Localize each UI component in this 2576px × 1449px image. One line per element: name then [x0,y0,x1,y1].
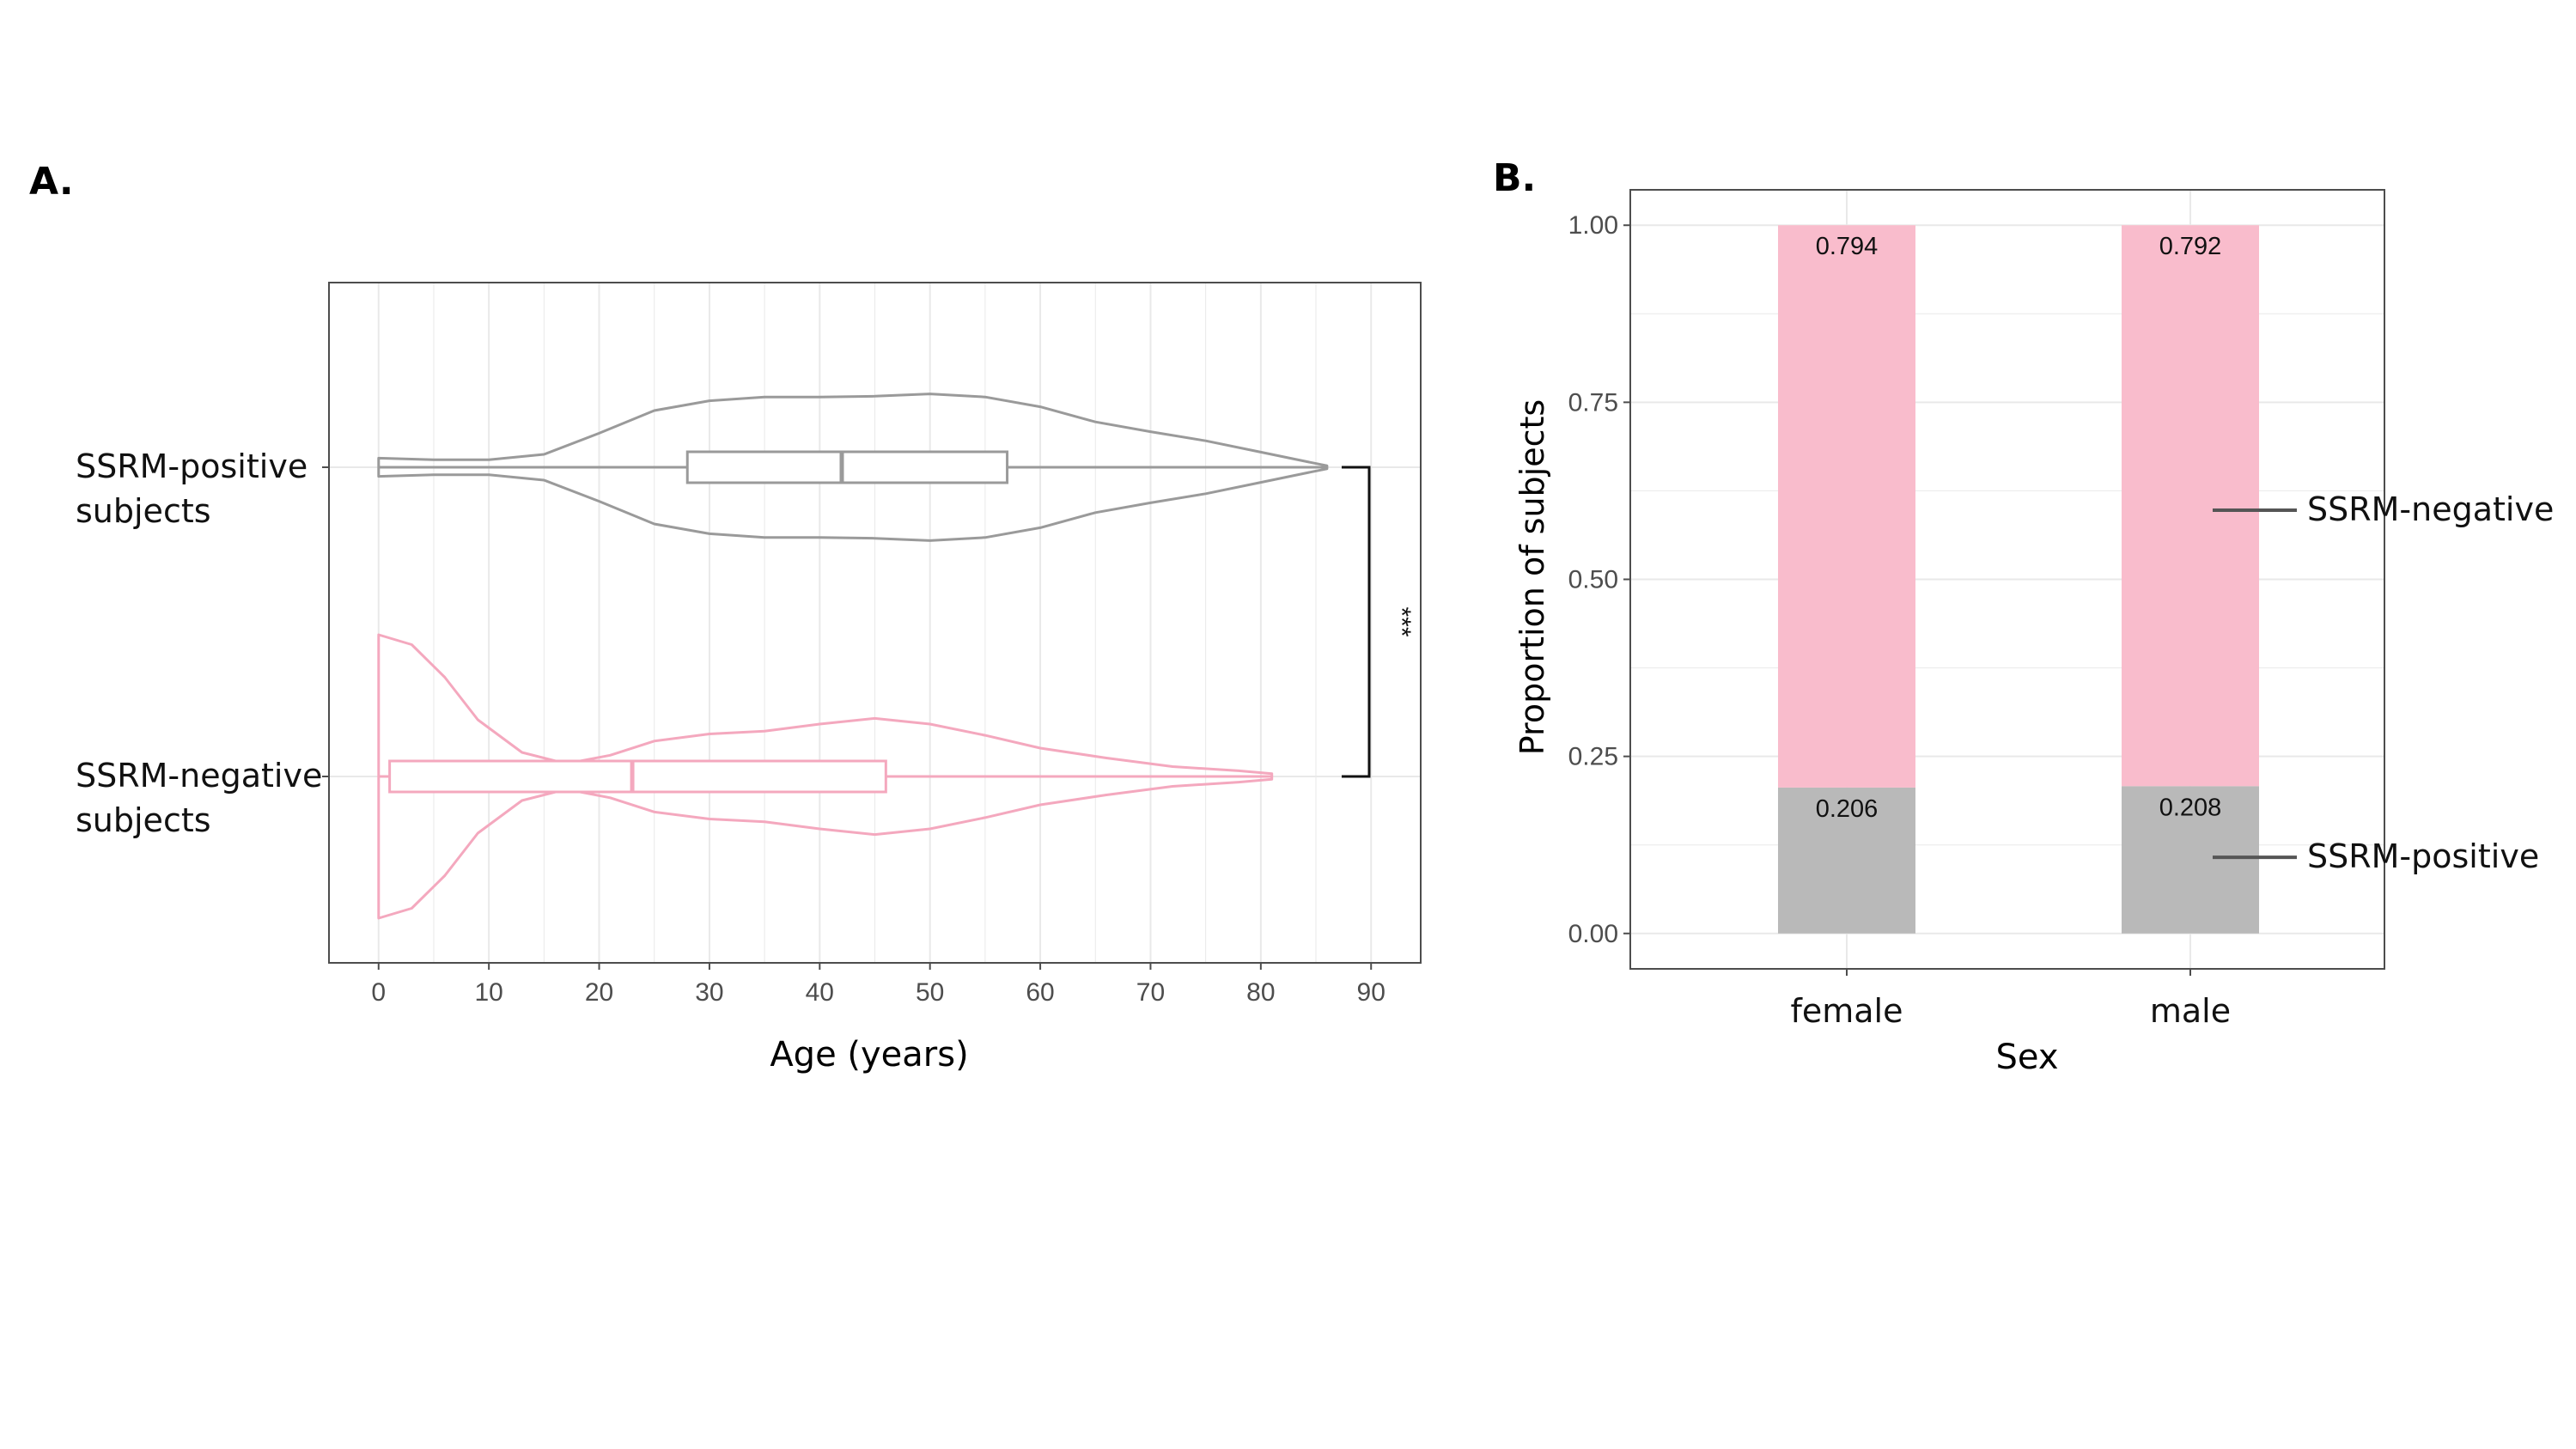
bar-male-positive [2122,786,2259,934]
bar-male-negative [2122,225,2259,787]
bar-value-label: 0.206 [1816,795,1879,823]
violin-x-axis-title: Age (years) [770,1035,968,1075]
group-label-line1: SSRM-negative [76,757,322,795]
bar-value-label: 0.208 [2159,794,2222,821]
bar-y-ticks: 0.00 0.25 0.50 0.75 1.00 [1568,211,1630,948]
x-tick-label: 80 [1246,978,1275,1007]
y-tick-label: 0.25 [1568,743,1618,771]
bar-female-positive [1778,787,1915,934]
bar-y-axis-title: Proportion of subjects [1513,399,1551,755]
box-1 [388,759,887,794]
bar-grid [1630,190,2384,969]
y-tick-label: 0.50 [1568,566,1618,594]
x-tick-label: 0 [371,978,386,1007]
x-tick-label: 40 [806,978,834,1007]
significance-bracket [1342,466,1371,778]
bar-legend: SSRM-positive SSRM-negative [2213,490,2554,875]
violin-panel: 0 10 20 30 40 50 60 70 80 90 SSRM-positive subject… [76,282,1422,1075]
y-tick-label: 0.75 [1568,388,1618,417]
violin-group-labels: SSRM-positive subjects SSRM-negative subjec… [76,447,329,839]
y-tick-label: 0.00 [1568,920,1618,948]
bar-panel: 0.206 0.794 0.208 0.792 0.00 0.25 0.50 0.75 1.0… [1513,189,2554,1077]
violin-x-ticks: 0 10 20 30 40 50 60 70 80 90 [371,963,1385,1007]
group-label-line1: SSRM-positive [76,447,308,485]
box-0 [685,450,1009,484]
x-category-label: female [1791,992,1903,1030]
x-tick-label: 90 [1357,978,1385,1007]
bar-x-axis-title: Sex [1996,1038,2059,1077]
x-tick-label: 10 [474,978,502,1007]
violin-grid [329,283,1421,963]
violin-0 [377,393,1329,542]
panel-a-label: A. [29,160,74,204]
panel-b-label: B. [1493,156,1536,200]
x-tick-label: 60 [1026,978,1054,1007]
x-tick-label: 70 [1136,978,1165,1007]
legend-label: SSRM-positive [2307,837,2539,875]
bar-value-label: 0.792 [2159,233,2222,260]
y-tick-label: 1.00 [1568,211,1618,240]
bar-value-label: 0.794 [1816,233,1879,260]
bar-marks: 0.206 0.794 0.208 0.792 [1778,225,2259,934]
x-tick-label: 30 [695,978,723,1007]
x-tick-label: 20 [585,978,613,1007]
group-label-line2: subjects [76,492,211,530]
violin-plot-frame [328,282,1422,964]
x-tick-label: 50 [916,978,944,1007]
bar-x-ticks: female male [1791,969,2231,1030]
group-label-line2: subjects [76,801,211,839]
x-category-label: male [2150,992,2231,1030]
legend-label: SSRM-negative [2307,490,2554,528]
significance-label: *** [1387,606,1416,636]
bar-female-negative [1778,225,1915,788]
violin-marks [377,393,1329,920]
